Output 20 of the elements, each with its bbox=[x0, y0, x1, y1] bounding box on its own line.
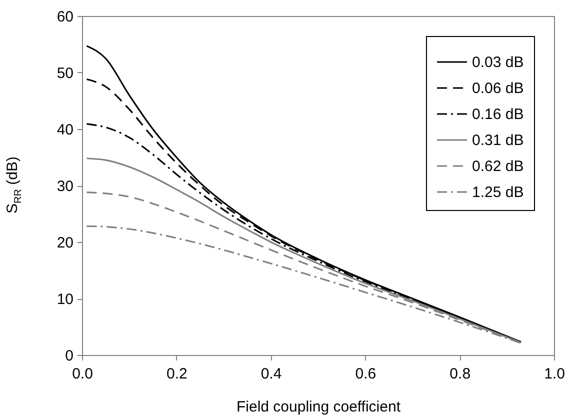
x-tick-label: 0.4 bbox=[260, 366, 282, 382]
legend-label: 1.25 dB bbox=[472, 184, 524, 201]
y-tick-label: 0 bbox=[65, 348, 74, 364]
legend-label: 0.03 dB bbox=[472, 54, 524, 71]
legend-label: 0.62 dB bbox=[472, 158, 524, 175]
legend-label: 0.06 dB bbox=[472, 80, 524, 97]
y-tick-label: 60 bbox=[56, 8, 74, 26]
x-tick-label: 0.2 bbox=[166, 366, 188, 382]
y-tick-label: 40 bbox=[56, 122, 74, 138]
x-tick-label: 0.0 bbox=[72, 366, 93, 382]
x-axis-title: Field coupling coefficient bbox=[236, 398, 402, 416]
legend-label: 0.16 dB bbox=[472, 106, 524, 123]
y-tick-label: 20 bbox=[56, 234, 74, 252]
x-tick-label: 0.8 bbox=[450, 366, 471, 382]
x-tick-label: 0.6 bbox=[355, 366, 376, 382]
y-tick-label: 10 bbox=[56, 291, 74, 308]
y-tick-label: 30 bbox=[56, 178, 74, 195]
legend-label: 0.31 dB bbox=[472, 132, 524, 149]
x-tick-label: 1.0 bbox=[544, 366, 565, 382]
y-tick-label: 50 bbox=[56, 65, 74, 82]
